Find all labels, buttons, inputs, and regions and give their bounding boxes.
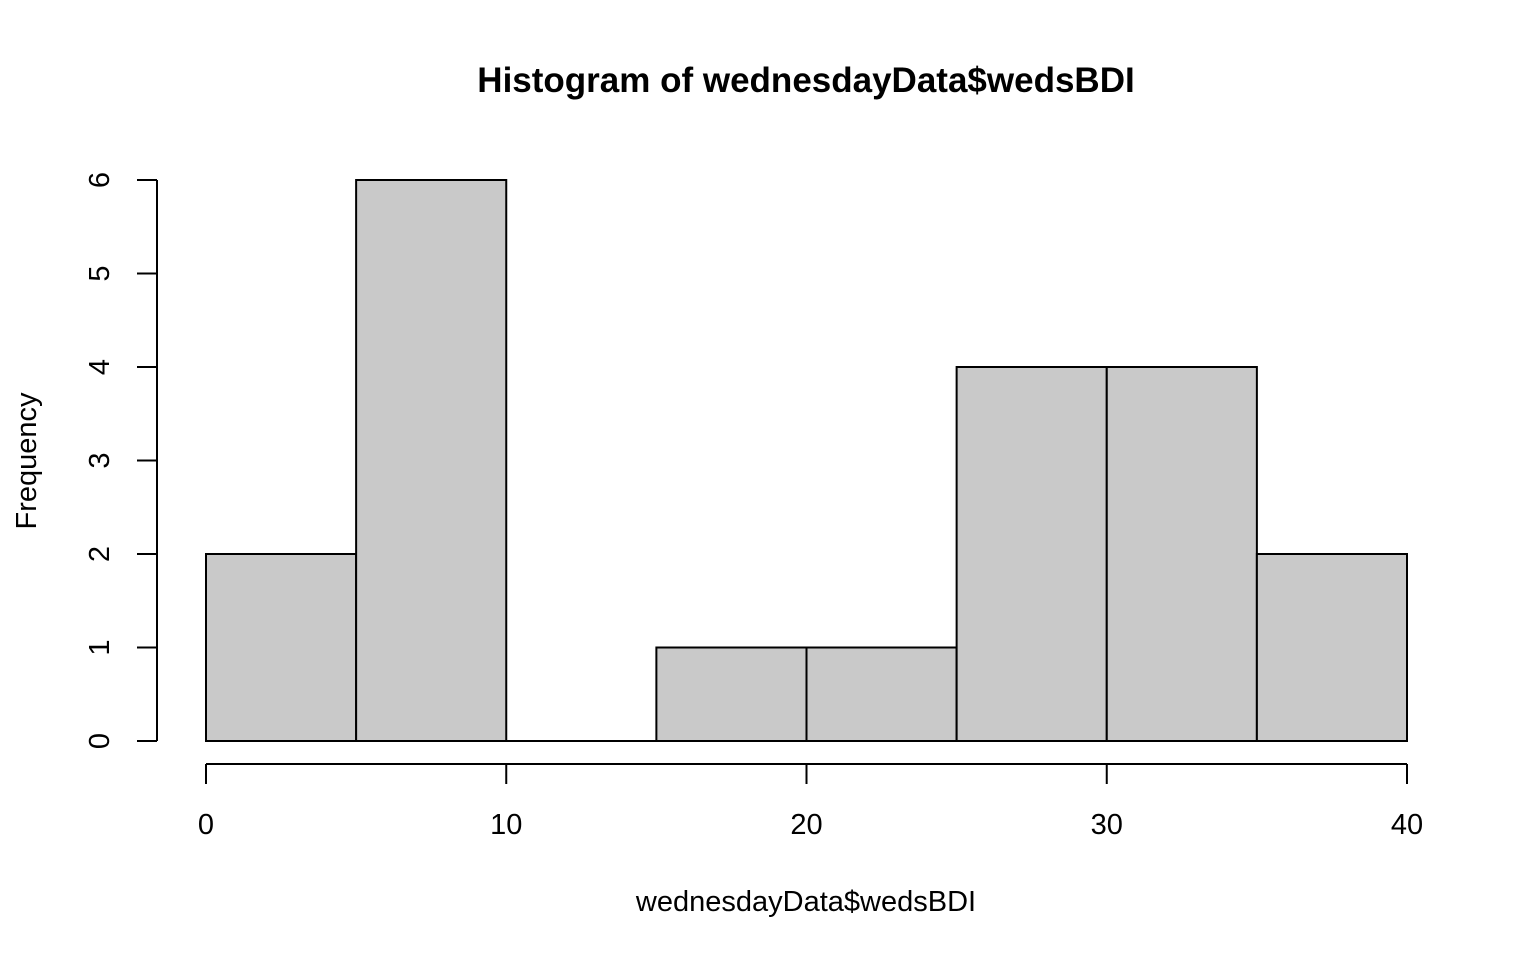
histogram-bar-35-40: [1255, 553, 1408, 742]
histogram-bar-15-20: [655, 646, 808, 742]
chart-title: Histogram of wednesdayData$wedsBDI: [477, 61, 1134, 100]
y-axis: 0 1 2 3 4 5 6: [84, 172, 158, 749]
histogram-bar-20-25: [805, 646, 958, 742]
x-tick-label-40: 40: [1391, 809, 1423, 841]
x-tick-label-0: 0: [198, 809, 214, 841]
histogram-bar-0-5: [205, 553, 358, 742]
y-tick-label-0: 0: [84, 733, 116, 749]
x-axis-label: wednesdayData$wedsBDI: [635, 886, 976, 918]
x-tick-label-20: 20: [790, 809, 822, 841]
histogram-bar-5-10: [355, 179, 508, 742]
x-axis: 0 10 20 30 40: [198, 763, 1423, 841]
y-tick-label-2: 2: [84, 546, 116, 562]
x-tick-label-30: 30: [1091, 809, 1123, 841]
y-tick-label-1: 1: [84, 639, 116, 655]
y-tick-label-6: 6: [84, 172, 116, 188]
histogram-bar-30-35: [1105, 366, 1258, 742]
x-tick-label-10: 10: [490, 809, 522, 841]
y-tick-label-3: 3: [84, 452, 116, 468]
y-tick-label-5: 5: [84, 265, 116, 281]
histogram-bars: [205, 179, 1408, 742]
histogram-bar-25-30: [955, 366, 1108, 742]
y-tick-label-4: 4: [84, 359, 116, 375]
y-axis-label: Frequency: [11, 392, 43, 530]
